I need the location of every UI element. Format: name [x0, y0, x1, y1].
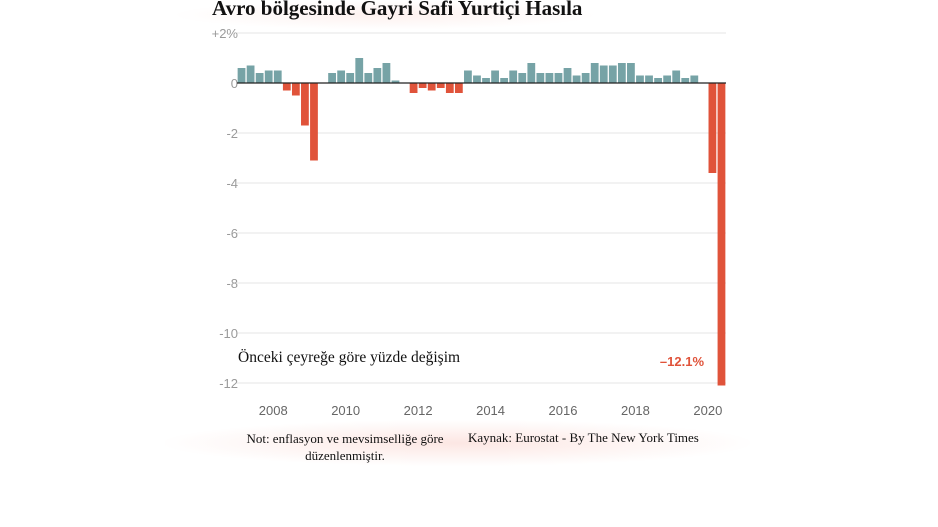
bar — [454, 83, 463, 93]
bar — [527, 63, 536, 83]
x-tick-label: 2014 — [476, 403, 505, 418]
bar — [436, 83, 445, 88]
y-tick-label: -10 — [219, 326, 238, 341]
bar — [563, 68, 572, 83]
bar — [373, 68, 382, 83]
bar — [581, 73, 590, 83]
x-tick-label: 2016 — [549, 403, 578, 418]
footer-note: Not: enflasyon ve mevsimselliğe göre düz… — [246, 431, 444, 463]
bar — [672, 70, 681, 83]
bar — [464, 70, 472, 83]
bar — [690, 75, 699, 83]
bar — [237, 68, 246, 83]
bar — [554, 73, 563, 83]
y-tick-label: +2% — [212, 26, 239, 41]
bar — [282, 83, 291, 91]
bar — [246, 65, 255, 83]
footer-source: Kaynak: Eurostat - By The New York Times — [468, 430, 699, 445]
bar — [572, 75, 581, 83]
bar — [301, 83, 309, 126]
x-tick-label: 2010 — [331, 403, 360, 418]
bar — [355, 58, 364, 83]
x-tick-label: 2012 — [404, 403, 433, 418]
bar — [482, 78, 490, 83]
bar — [364, 73, 373, 83]
bar — [636, 75, 644, 83]
value-callout: –12.1% — [660, 354, 705, 369]
bar — [255, 73, 264, 83]
x-axis-ticks: 2008 2010 2012 2014 2016 2018 2020 — [259, 403, 723, 418]
bar — [608, 65, 617, 83]
bar — [590, 63, 599, 83]
y-tick-label: -12 — [219, 376, 238, 391]
bar — [500, 78, 509, 83]
bar — [545, 73, 554, 83]
chart-subtitle: Önceki çeyreğe göre yüzde değişim — [238, 349, 460, 366]
bar — [473, 75, 481, 83]
bar — [291, 83, 300, 96]
bar — [491, 70, 499, 83]
bar — [717, 83, 726, 386]
bar-series — [237, 58, 726, 386]
bar — [264, 70, 273, 83]
bar — [509, 70, 518, 83]
bar — [427, 83, 436, 91]
y-tick-label: -8 — [226, 276, 238, 291]
bar — [663, 75, 672, 83]
y-tick-label: 0 — [231, 76, 238, 91]
bar — [627, 63, 635, 83]
title-highlight — [170, 0, 600, 30]
bar — [328, 73, 336, 83]
x-tick-label: 2020 — [693, 403, 722, 418]
bar — [337, 70, 346, 83]
bar — [418, 83, 427, 88]
x-tick-label: 2018 — [621, 403, 650, 418]
chart-title: Avro bölgesinde Gayri Safi Yurtiçi Hasıl… — [212, 0, 583, 20]
bar — [382, 63, 391, 83]
bar — [708, 83, 717, 173]
grid-lines — [237, 32, 726, 384]
y-axis-ticks: +2% 0 -2 -4 -6 -8 -10 -12 — [212, 26, 239, 391]
bar — [617, 63, 626, 83]
x-tick-label: 2008 — [259, 403, 288, 418]
y-tick-label: -6 — [226, 226, 238, 241]
bar — [445, 83, 454, 93]
bar — [518, 73, 527, 83]
bar — [346, 73, 355, 83]
y-tick-label: -2 — [226, 126, 238, 141]
bar — [681, 78, 690, 83]
footer-highlight — [165, 420, 750, 466]
bar — [645, 75, 653, 83]
bar — [409, 83, 418, 93]
bar — [310, 83, 318, 161]
bar — [599, 65, 608, 83]
y-tick-label: -4 — [226, 176, 238, 191]
bar — [654, 78, 662, 83]
bar — [536, 73, 545, 83]
bar — [391, 80, 400, 83]
bar — [273, 70, 282, 83]
